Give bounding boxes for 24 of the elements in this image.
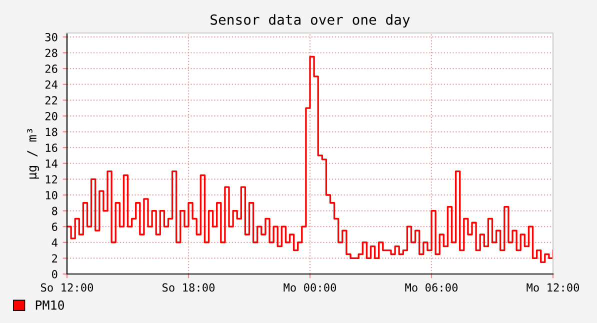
- chart-title: Sensor data over one day: [210, 14, 410, 28]
- x-tick-label: So 18:00: [162, 283, 215, 292]
- y-tick-label: 22: [45, 96, 58, 104]
- y-tick-label: 2: [52, 254, 58, 262]
- y-tick-label: 24: [45, 80, 58, 89]
- y-tick-label: 4: [52, 238, 58, 247]
- y-axis-title: µg / m³: [27, 129, 40, 179]
- y-tick-label: 26: [45, 64, 58, 73]
- y-tick-label: 16: [46, 144, 58, 152]
- x-tick-label: Mo 12:00: [526, 283, 580, 292]
- y-tick-label: 12: [46, 175, 58, 184]
- x-tick-label: So 12:00: [40, 283, 94, 292]
- y-tick-label: 18: [46, 128, 58, 136]
- y-tick-label: 8: [52, 206, 58, 216]
- y-tick-label: 28: [45, 48, 58, 58]
- legend-label: PM10: [36, 300, 64, 310]
- x-tick-label: Mo 06:00: [405, 283, 458, 292]
- y-tick-label: 30: [45, 32, 58, 42]
- y-tick-label: 10: [46, 190, 58, 200]
- y-tick-label: 14: [46, 160, 58, 168]
- y-tick-label: 0: [52, 270, 58, 278]
- x-tick-label: Mo 00:00: [284, 283, 336, 292]
- y-tick-label: 6: [52, 222, 58, 231]
- y-tick-label: 20: [45, 112, 58, 120]
